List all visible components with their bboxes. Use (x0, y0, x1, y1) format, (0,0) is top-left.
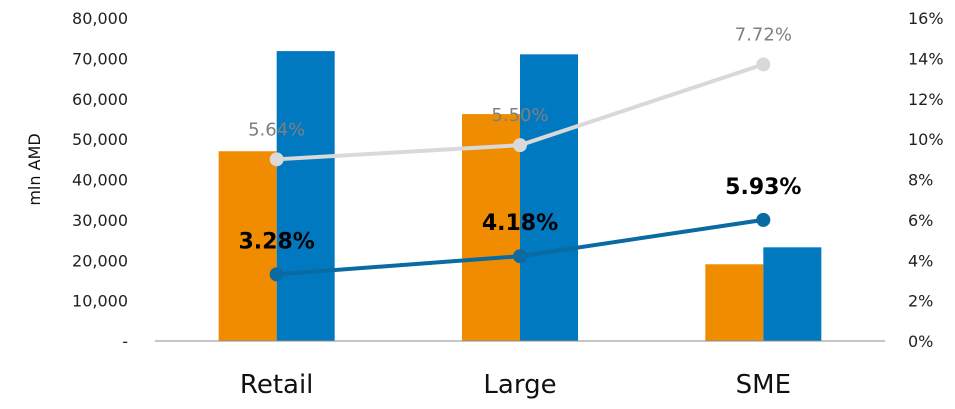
left-tick-label: 50,000 (72, 130, 128, 149)
left-tick-label: 80,000 (72, 9, 128, 28)
left-tick-label: 20,000 (72, 251, 128, 270)
left-tick-label: 60,000 (72, 90, 128, 109)
data-label: 5.93% (725, 175, 801, 200)
bar-series (218, 51, 822, 342)
category-label: Retail (240, 370, 313, 400)
left-tick-label: 40,000 (72, 171, 128, 190)
data-label: 5.50% (491, 105, 548, 126)
bar (763, 247, 822, 341)
line-point (756, 212, 771, 227)
data-label: 5.64% (248, 119, 305, 140)
bar (218, 151, 277, 341)
line-point (269, 267, 284, 282)
category-labels: Retail Large SME (240, 370, 791, 400)
right-tick-label: 2% (908, 292, 933, 311)
line-point (513, 138, 527, 153)
category-label: Large (483, 370, 556, 400)
bar (705, 264, 764, 341)
right-tick-label: 12% (908, 90, 944, 109)
y-axis-label: mln AMD (25, 133, 44, 205)
left-tick-label: - (122, 332, 128, 351)
left-tick-label: 70,000 (72, 49, 128, 68)
data-label: 4.18% (482, 211, 558, 236)
right-tick-label: 8% (908, 171, 933, 190)
line-point (513, 249, 527, 264)
bar (462, 114, 520, 341)
point-labels: 5.64% 5.50% 7.72% 3.28% 4.18% 5.93% (239, 24, 802, 254)
right-tick-label: 10% (908, 130, 944, 149)
right-tick-label: 6% (908, 211, 933, 230)
bar (520, 54, 578, 342)
line-series (269, 57, 771, 282)
right-tick-label: 0% (908, 332, 933, 351)
right-axis-ticks: 0% 2% 4% 6% 8% 10% 12% 14% 16% (908, 9, 944, 351)
left-tick-label: 10,000 (72, 292, 128, 311)
left-tick-label: 30,000 (72, 211, 128, 230)
data-label: 7.72% (735, 24, 792, 45)
left-axis-ticks: - 10,000 20,000 30,000 40,000 50,000 60,000 70,… (72, 9, 128, 351)
data-label: 3.28% (239, 229, 315, 254)
y-axis-label-group: mln AMD (25, 133, 44, 205)
right-tick-label: 4% (908, 251, 933, 270)
line-point (269, 152, 284, 167)
right-tick-label: 14% (908, 49, 944, 68)
line-point (756, 57, 771, 72)
right-tick-label: 16% (908, 9, 944, 28)
category-label: SME (736, 370, 791, 400)
bar (276, 51, 335, 342)
